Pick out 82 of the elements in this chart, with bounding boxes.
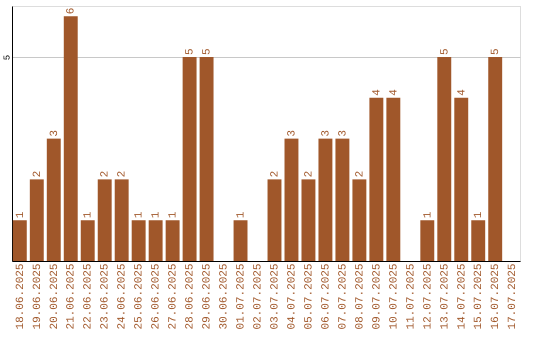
bar bbox=[454, 98, 468, 261]
x-tick-label: 01.07.2025 bbox=[236, 264, 248, 330]
x-tick-label: 10.07.2025 bbox=[388, 264, 400, 330]
x-tick-label: 11.07.2025 bbox=[405, 264, 418, 330]
data-label: 1 bbox=[168, 211, 180, 218]
data-label: 1 bbox=[473, 211, 486, 218]
bar bbox=[114, 179, 129, 261]
x-tick-label: 20.06.2025 bbox=[48, 264, 61, 330]
x-tick-label: 16.07.2025 bbox=[490, 264, 502, 330]
x-tick-label: 26.06.2025 bbox=[150, 264, 163, 330]
bar bbox=[318, 138, 332, 261]
data-label: 1 bbox=[236, 211, 248, 218]
x-tick-label: 03.07.2025 bbox=[269, 264, 282, 330]
data-label: 4 bbox=[371, 88, 384, 96]
bar bbox=[80, 220, 95, 261]
data-label: 3 bbox=[48, 130, 61, 137]
data-label: 1 bbox=[82, 211, 95, 218]
x-tick-label: 04.07.2025 bbox=[286, 264, 298, 330]
data-label: 2 bbox=[354, 170, 366, 178]
data-label: 3 bbox=[286, 130, 298, 137]
bar bbox=[301, 179, 316, 261]
x-tick-label: 09.07.2025 bbox=[371, 264, 384, 330]
data-label: 5 bbox=[184, 48, 197, 55]
bar bbox=[284, 138, 298, 261]
data-label: 5 bbox=[490, 48, 502, 55]
data-label: 6 bbox=[66, 8, 78, 14]
data-label: 1 bbox=[134, 211, 146, 218]
bar bbox=[352, 179, 366, 261]
bar bbox=[30, 179, 44, 261]
x-tick-label: 15.07.2025 bbox=[473, 264, 486, 330]
data-label: 2 bbox=[100, 170, 112, 178]
x-tick-label: 27.06.2025 bbox=[168, 264, 180, 330]
bar bbox=[132, 220, 146, 261]
x-tick-label: 21.06.2025 bbox=[66, 264, 78, 330]
x-tick-label: 30.06.2025 bbox=[218, 264, 231, 330]
bar bbox=[182, 57, 197, 261]
x-tick-label: 13.07.2025 bbox=[439, 264, 452, 330]
data-label: 5 bbox=[202, 48, 214, 55]
data-label: 1 bbox=[422, 211, 434, 218]
data-label: 4 bbox=[456, 88, 468, 96]
data-label: 3 bbox=[337, 130, 350, 137]
x-tick-label: 19.06.2025 bbox=[32, 264, 44, 330]
x-tick-label: 28.06.2025 bbox=[184, 264, 197, 330]
data-label: 2 bbox=[303, 170, 316, 178]
bar bbox=[437, 57, 452, 261]
data-label: 2 bbox=[269, 170, 282, 178]
x-tick-label: 02.07.2025 bbox=[252, 264, 265, 330]
data-label: 2 bbox=[116, 170, 129, 178]
x-tick-label: 23.06.2025 bbox=[100, 264, 112, 330]
x-tick-label: 12.07.2025 bbox=[422, 264, 434, 330]
bar bbox=[12, 220, 27, 261]
x-tick-label: 24.06.2025 bbox=[116, 264, 129, 330]
x-tick-label: 06.07.2025 bbox=[320, 264, 332, 330]
x-tick-label: 18.06.2025 bbox=[14, 264, 27, 330]
bar bbox=[234, 220, 248, 261]
x-tick-label: 22.06.2025 bbox=[82, 264, 95, 330]
bar bbox=[471, 220, 486, 261]
data-label: 3 bbox=[320, 130, 332, 137]
bar bbox=[488, 57, 502, 261]
bar bbox=[98, 179, 112, 261]
bar bbox=[420, 220, 434, 261]
data-label: 2 bbox=[32, 170, 44, 178]
x-tick-label: 08.07.2025 bbox=[354, 264, 366, 330]
bar bbox=[148, 220, 163, 261]
x-tick-label: 17.07.2025 bbox=[507, 264, 520, 330]
bar bbox=[166, 220, 180, 261]
bar bbox=[369, 98, 384, 261]
x-tick-label: 05.07.2025 bbox=[303, 264, 316, 330]
bar bbox=[268, 179, 282, 261]
bar bbox=[46, 138, 61, 261]
bar bbox=[335, 138, 350, 261]
bar bbox=[64, 16, 78, 261]
data-label: 1 bbox=[150, 211, 163, 218]
x-tick-label: 14.07.2025 bbox=[456, 264, 468, 330]
data-label: 4 bbox=[388, 88, 400, 96]
data-label: 1 bbox=[14, 211, 27, 218]
data-label: 5 bbox=[439, 48, 452, 55]
x-tick-label: 25.06.2025 bbox=[134, 264, 146, 330]
bar bbox=[200, 57, 214, 261]
x-tick-label: 07.07.2025 bbox=[337, 264, 350, 330]
bar bbox=[386, 98, 400, 261]
x-tick-label: 29.06.2025 bbox=[202, 264, 214, 330]
